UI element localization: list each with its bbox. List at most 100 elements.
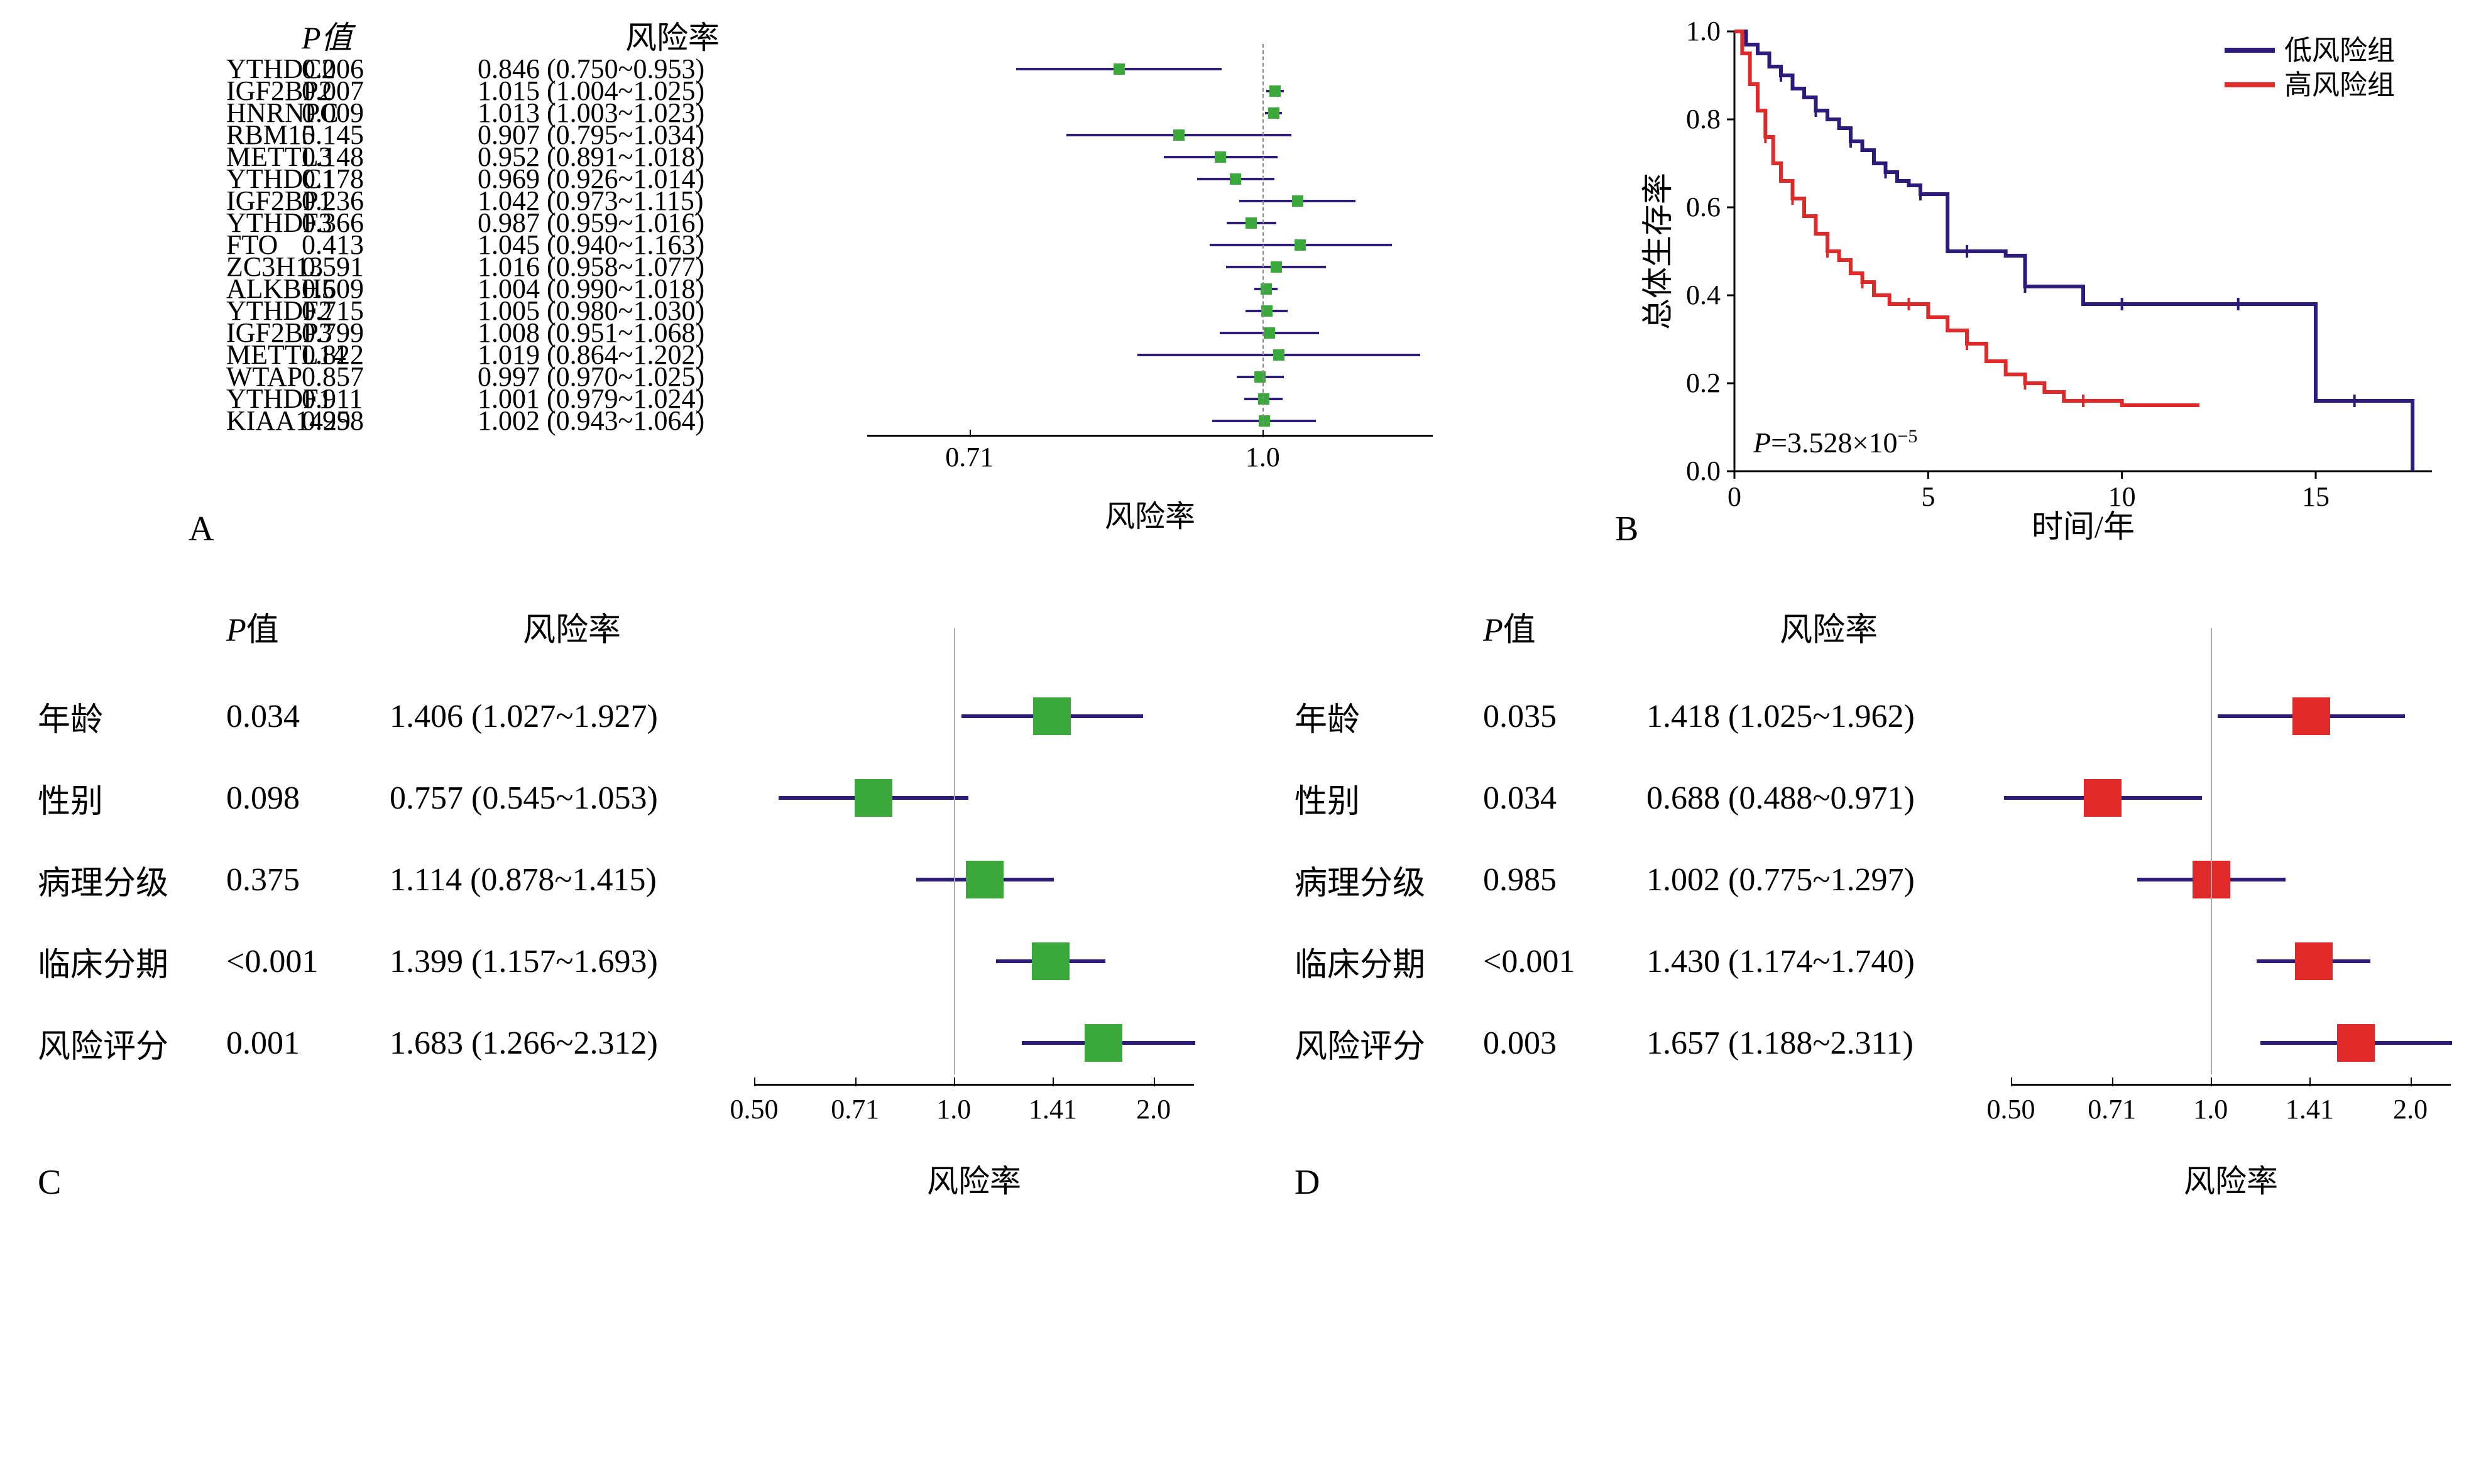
panel-c-xlabel: 风险率: [754, 1156, 1194, 1201]
pvalue: 0.098: [226, 780, 390, 817]
hr-marker: [1271, 261, 1282, 273]
variable-name: 风险评分: [1295, 1020, 1483, 1067]
forest-plot-cell: [754, 1002, 1194, 1084]
variable-name: 临床分期: [38, 938, 226, 985]
hr-marker: [1292, 195, 1303, 207]
pvalue: 0.035: [1483, 698, 1646, 735]
panel-b: 0.00.20.40.60.81.0051015时间/年总体生存率低风险组高风险…: [1634, 13, 2451, 547]
panel-label-c: C: [38, 1162, 61, 1203]
forest-row: 年龄0.0341.406 (1.027~1.927): [38, 675, 1295, 757]
forest-plot-cell: [754, 839, 1194, 920]
panel-a-ref-line: [1262, 44, 1264, 424]
hr-marker: [1264, 327, 1275, 339]
panel-a-xlabel: 风险率: [867, 491, 1433, 535]
panel-a-axis: 0.711.0: [867, 435, 1433, 460]
forest-plot-cell: [2011, 839, 2451, 920]
panel-a-pval-header: P值: [302, 13, 478, 58]
axis-tick: 0.71: [2088, 1093, 2136, 1125]
svg-text:低风险组: 低风险组: [2284, 35, 2395, 66]
variable-name: 病理分级: [38, 856, 226, 903]
hr-text: 1.430 (1.174~1.740): [1646, 943, 2011, 980]
panel-d-rows: 年龄0.0351.418 (1.025~1.962)性别0.0340.688 (…: [1295, 675, 2486, 1084]
pvalue: 0.375: [226, 861, 390, 898]
hr-text: 1.657 (1.188~2.311): [1646, 1025, 2011, 1062]
forest-plot-cell: [867, 234, 1433, 256]
forest-plot-cell: [2011, 675, 2451, 757]
hr-text: 1.683 (1.266~2.312): [390, 1025, 754, 1062]
panel-label-d: D: [1295, 1162, 1320, 1203]
forest-row: 临床分期<0.0011.430 (1.174~1.740): [1295, 920, 2486, 1002]
panel-d-pval-header: P值: [1483, 603, 1646, 650]
hr-marker: [1173, 129, 1185, 141]
svg-text:0.0: 0.0: [1686, 456, 1721, 486]
hr-marker: [1259, 415, 1270, 427]
forest-row: 性别0.0340.688 (0.488~0.971): [1295, 757, 2486, 839]
pvalue: 0.001: [226, 1025, 390, 1062]
panel-d-header: P值 风险率: [1295, 603, 2486, 650]
hr-marker: [1246, 217, 1257, 229]
forest-plot-cell: [2011, 1002, 2451, 1084]
variable-name: 临床分期: [1295, 938, 1483, 985]
axis-tick: 1.0: [1246, 441, 1280, 473]
hr-text: 1.114 (0.878~1.415): [390, 861, 754, 898]
axis-tick: 0.50: [1986, 1093, 2035, 1125]
hr-marker: [1114, 63, 1125, 75]
panel-a: P值 风险率 YTHDC20.0060.846 (0.750~0.953)IGF…: [75, 13, 1571, 484]
panel-label-a: A: [189, 509, 214, 549]
svg-text:0: 0: [1728, 481, 1741, 512]
svg-text:5: 5: [1921, 481, 1935, 512]
forest-row: 风险评分0.0031.657 (1.188~2.311): [1295, 1002, 2486, 1084]
forest-plot-cell: [867, 278, 1433, 300]
svg-text:0.6: 0.6: [1686, 192, 1721, 222]
svg-text:0.8: 0.8: [1686, 104, 1721, 134]
forest-plot-cell: [867, 410, 1433, 432]
hr-text: 0.757 (0.545~1.053): [390, 780, 754, 817]
forest-row: KIAA14290.9581.002 (0.943~1.064): [75, 410, 1571, 432]
panel-label-b: B: [1615, 509, 1638, 549]
hr-marker: [1032, 942, 1070, 980]
forest-plot-cell: [867, 190, 1433, 212]
survival-chart: 0.00.20.40.60.81.0051015时间/年总体生存率低风险组高风险…: [1634, 13, 2451, 547]
panel-c-rows: 年龄0.0341.406 (1.027~1.927)性别0.0980.757 (…: [38, 675, 1295, 1084]
panel-a-rows: YTHDC20.0060.846 (0.750~0.953)IGF2BP20.0…: [75, 58, 1571, 432]
forest-plot-cell: [867, 124, 1433, 146]
variable-name: 性别: [1295, 775, 1483, 822]
hr-marker: [2337, 1024, 2375, 1062]
forest-plot-cell: [2011, 757, 2451, 839]
axis-tick: 2.0: [2393, 1093, 2428, 1125]
forest-plot-cell: [867, 388, 1433, 410]
pvalue: <0.001: [226, 943, 390, 980]
svg-text:0.2: 0.2: [1686, 368, 1721, 398]
hr-text: 1.399 (1.157~1.693): [390, 943, 754, 980]
panel-d-xlabel: 风险率: [2011, 1156, 2451, 1201]
hr-marker: [1215, 151, 1226, 163]
axis-tick: 0.50: [730, 1093, 778, 1125]
hr-marker: [2295, 942, 2333, 980]
axis-tick: 1.0: [2193, 1093, 2228, 1125]
panel-d-axis: 0.500.711.01.412.0: [2011, 1084, 2451, 1121]
variable-name: 病理分级: [1295, 856, 1483, 903]
hr-marker: [855, 779, 892, 817]
pvalue: 0.985: [1483, 861, 1646, 898]
hr-marker: [1033, 697, 1071, 735]
forest-plot-cell: [867, 366, 1433, 388]
hr-text: 1.406 (1.027~1.927): [390, 698, 754, 735]
forest-plot-cell: [867, 212, 1433, 234]
hr-marker: [1273, 349, 1284, 361]
svg-text:1.0: 1.0: [1686, 16, 1721, 46]
forest-plot-cell: [754, 920, 1194, 1002]
svg-text:10: 10: [2108, 481, 2136, 512]
forest-row: 临床分期<0.0011.399 (1.157~1.693): [38, 920, 1295, 1002]
hr-marker: [1254, 371, 1266, 383]
forest-plot-cell: [867, 58, 1433, 80]
panel-c-pval-header: P值: [226, 603, 390, 650]
ref-line: [2211, 628, 2212, 1074]
hr-marker: [966, 861, 1004, 898]
forest-plot-cell: [867, 344, 1433, 366]
hr-marker: [1268, 107, 1279, 119]
axis-tick: 1.0: [936, 1093, 971, 1125]
forest-row: 风险评分0.0011.683 (1.266~2.312): [38, 1002, 1295, 1084]
panel-d-hr-header: 风险率: [1646, 603, 2011, 650]
variable-name: 年龄: [38, 693, 226, 740]
axis-tick: 2.0: [1136, 1093, 1171, 1125]
